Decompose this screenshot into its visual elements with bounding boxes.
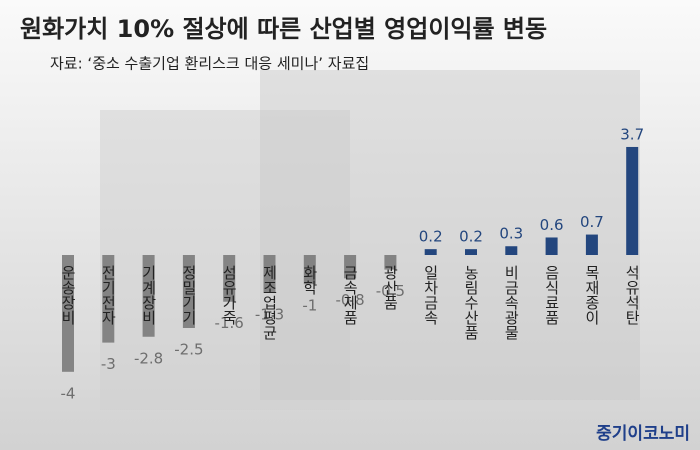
x-tick-label: 섬유가죽	[220, 265, 238, 325]
bar	[465, 249, 477, 255]
value-label: -2.5	[174, 341, 203, 359]
chart-title: 원화가치 10% 절상에 따른 산업별 영업이익률 변동	[20, 15, 547, 43]
x-tick-label: 광산품	[381, 265, 399, 310]
value-label: 0.3	[499, 225, 523, 243]
brand: 중기이코노미	[596, 424, 690, 444]
value-label: -3	[101, 355, 116, 373]
bar	[263, 255, 276, 293]
bar	[545, 237, 558, 255]
x-tick-label: 목재종이	[583, 265, 601, 325]
x-tick-label: 금속제품	[341, 265, 359, 325]
x-tick-label: 비금속광물	[502, 265, 520, 340]
value-label: -1.6	[215, 314, 244, 332]
x-tick-label: 음식료품	[543, 265, 561, 325]
x-tick-label: 일차금속	[422, 265, 440, 325]
x-tick-label: 농림수산품	[462, 265, 480, 340]
x-tick-label: 정밀기기	[180, 265, 198, 325]
value-label: 0.2	[419, 228, 443, 246]
value-label: -1	[302, 297, 317, 315]
bar	[626, 146, 639, 255]
x-tick-label: 전기전자	[99, 265, 117, 325]
bar	[505, 246, 518, 255]
x-tick-label: 화학	[301, 265, 319, 295]
bar	[384, 255, 397, 270]
x-tick-label: 제조업평균	[261, 265, 279, 340]
chart-subtitle: 자료: ‘중소 수출기업 환리스크 대응 세미나’ 자료집	[50, 55, 369, 73]
bar	[142, 255, 155, 337]
value-label: -1.3	[255, 305, 284, 323]
bar	[102, 255, 115, 343]
value-label: 0.7	[580, 213, 604, 231]
value-label: 0.6	[540, 216, 564, 234]
x-tick-label: 운송장비	[59, 265, 77, 325]
value-label: -4	[61, 384, 76, 402]
value-label: 0.2	[459, 228, 483, 246]
x-tick-label: 석유석탄	[623, 265, 641, 325]
bar	[344, 255, 357, 279]
bar	[223, 255, 236, 302]
bar	[585, 234, 598, 255]
bar	[424, 249, 437, 255]
value-label: 3.7	[620, 125, 644, 143]
value-label: -2.8	[134, 349, 163, 367]
value-label: -0.5	[376, 282, 405, 300]
bar	[62, 255, 74, 372]
bar	[303, 255, 316, 285]
bar	[182, 255, 195, 328]
value-label: -0.8	[335, 291, 364, 309]
x-tick-label: 기계장비	[140, 265, 158, 325]
background-money	[260, 70, 640, 400]
